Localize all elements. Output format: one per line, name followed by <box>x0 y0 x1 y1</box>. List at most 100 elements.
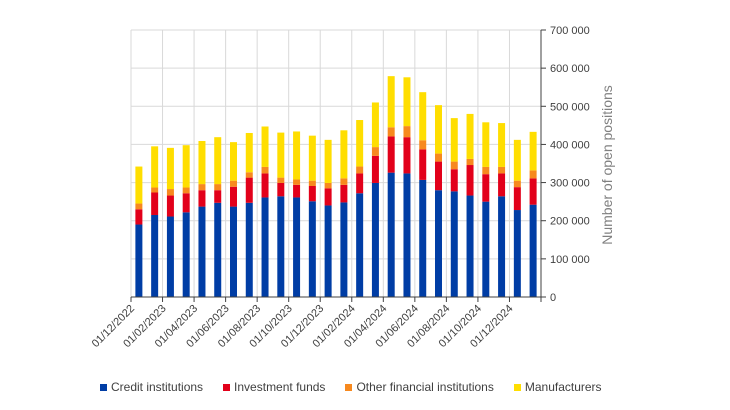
bar-segment-other-financial-institutions <box>435 153 442 162</box>
y-tick-label: 200 000 <box>550 216 590 228</box>
bar-segment-investment-funds <box>293 184 301 198</box>
bar-segment-investment-funds <box>261 173 269 198</box>
bar-segment-other-financial-institutions <box>277 177 285 183</box>
bar-segment-manufacturers <box>214 137 222 185</box>
bar-segment-investment-funds <box>230 186 237 207</box>
bar-segment-other-financial-institutions <box>387 127 395 137</box>
bar-segment-other-financial-institutions <box>450 161 458 170</box>
bar-segment-investment-funds <box>450 169 458 192</box>
bar-segment-credit-institutions <box>293 197 301 297</box>
bar-segment-manufacturers <box>182 145 190 188</box>
y-tick-labels: 0 100 000 200 000 300 000 400 000 500 000 600 … <box>550 25 590 304</box>
legend-swatch-credit-institutions <box>100 383 107 391</box>
bar-segment-manufacturers <box>356 120 364 167</box>
bar-segment-other-financial-institutions <box>482 166 490 175</box>
bar-segment-credit-institutions <box>324 205 332 297</box>
bar-segment-investment-funds <box>371 155 379 183</box>
bar-segment-investment-funds <box>182 193 190 213</box>
bar-segment-other-financial-institutions <box>419 140 427 150</box>
bar-segment-investment-funds <box>482 174 490 202</box>
axes <box>130 29 546 302</box>
bar-segment-credit-institutions <box>230 206 237 297</box>
bar-segment-investment-funds <box>214 190 222 203</box>
bar-segment-credit-institutions <box>371 182 379 297</box>
y-axis-title: Number of open positions <box>599 85 615 245</box>
bar-segment-credit-institutions <box>151 214 159 297</box>
bar-segment-other-financial-institutions <box>340 178 348 185</box>
bar-segment-investment-funds <box>466 165 474 196</box>
bar-segment-other-financial-institutions <box>466 158 474 166</box>
bar-segment-other-financial-institutions <box>513 180 521 188</box>
bar-segment-investment-funds <box>135 209 143 225</box>
y-tick-label: 400 000 <box>550 139 590 151</box>
legend-swatch-manufacturers <box>513 383 521 391</box>
legend-item-credit-institutions: Credit institutions <box>100 380 203 394</box>
stacked-bar-chart: 0 100 000 200 000 300 000 400 000 500 000 600 … <box>90 25 615 350</box>
bar-segment-manufacturers <box>529 131 537 171</box>
legend-label: Manufacturers <box>524 380 602 394</box>
bar-segment-other-financial-institutions <box>166 189 174 196</box>
bar-segment-other-financial-institutions <box>261 166 269 174</box>
bar-segment-investment-funds <box>198 190 206 207</box>
bar-segment-manufacturers <box>261 126 269 167</box>
bar-segment-credit-institutions <box>498 196 506 297</box>
bar-segment-manufacturers <box>324 139 332 183</box>
bar-segment-manufacturers <box>230 142 237 181</box>
bar-segment-credit-institutions <box>261 197 269 297</box>
bar-segment-other-financial-institutions <box>308 180 316 187</box>
gridlines <box>130 29 542 297</box>
bar-segment-manufacturers <box>340 130 348 179</box>
bar-segment-manufacturers <box>135 166 143 204</box>
bar-segment-manufacturers <box>198 140 206 185</box>
bar-segment-manufacturers <box>466 113 474 159</box>
bar-segment-other-financial-institutions <box>135 203 143 210</box>
bar-segment-credit-institutions <box>356 193 364 297</box>
bar-segment-manufacturers <box>419 92 427 141</box>
legend-item-manufacturers: Manufacturers <box>513 380 602 394</box>
bar-segment-other-financial-institutions <box>371 147 379 156</box>
bar-segment-manufacturers <box>277 132 285 178</box>
bar-segment-credit-institutions <box>135 224 143 297</box>
bar-segment-manufacturers <box>482 122 490 167</box>
y-tick-label: 700 000 <box>550 25 590 37</box>
bars <box>135 76 537 297</box>
bar-segment-manufacturers <box>166 147 174 190</box>
bar-segment-other-financial-institutions <box>498 166 506 174</box>
bar-segment-manufacturers <box>435 105 442 154</box>
bar-segment-other-financial-institutions <box>214 184 222 191</box>
y-tick-label: 100 000 <box>550 254 590 266</box>
bar-segment-other-financial-institutions <box>403 126 411 138</box>
bar-segment-manufacturers <box>513 139 521 181</box>
bar-segment-credit-institutions <box>529 204 537 297</box>
bar-segment-manufacturers <box>403 77 411 127</box>
bar-segment-credit-institutions <box>419 179 427 297</box>
bar-segment-credit-institutions <box>166 216 174 297</box>
bar-segment-manufacturers <box>151 146 159 188</box>
legend-swatch-other-financial-institutions <box>345 383 353 391</box>
bar-segment-investment-funds <box>166 195 174 217</box>
bar-segment-manufacturers <box>308 135 316 181</box>
bar-segment-investment-funds <box>356 173 364 194</box>
legend-item-other-financial-institutions: Other financial institutions <box>345 380 494 394</box>
bar-segment-investment-funds <box>245 177 253 203</box>
bar-segment-credit-institutions <box>198 206 206 297</box>
bar-segment-other-financial-institutions <box>245 172 253 178</box>
bar-segment-manufacturers <box>293 131 301 180</box>
bar-segment-other-financial-institutions <box>198 184 206 191</box>
legend-item-investment-funds: Investment funds <box>223 380 325 394</box>
legend: Credit institutions Investment funds Oth… <box>100 380 602 394</box>
bar-segment-credit-institutions <box>182 212 190 297</box>
bar-segment-investment-funds <box>529 178 537 205</box>
bar-segment-investment-funds <box>151 192 159 215</box>
bar-segment-credit-institutions <box>450 191 458 297</box>
bar-segment-credit-institutions <box>435 190 442 297</box>
bar-segment-credit-institutions <box>308 201 316 297</box>
bar-segment-credit-institutions <box>513 210 521 297</box>
bar-segment-manufacturers <box>387 76 395 128</box>
bar-segment-investment-funds <box>308 186 316 202</box>
bar-segment-investment-funds <box>498 173 506 197</box>
legend-label: Other financial institutions <box>356 380 494 394</box>
bar-segment-investment-funds <box>277 182 285 197</box>
bar-segment-other-financial-institutions <box>151 187 159 193</box>
bar-segment-other-financial-institutions <box>529 170 537 179</box>
